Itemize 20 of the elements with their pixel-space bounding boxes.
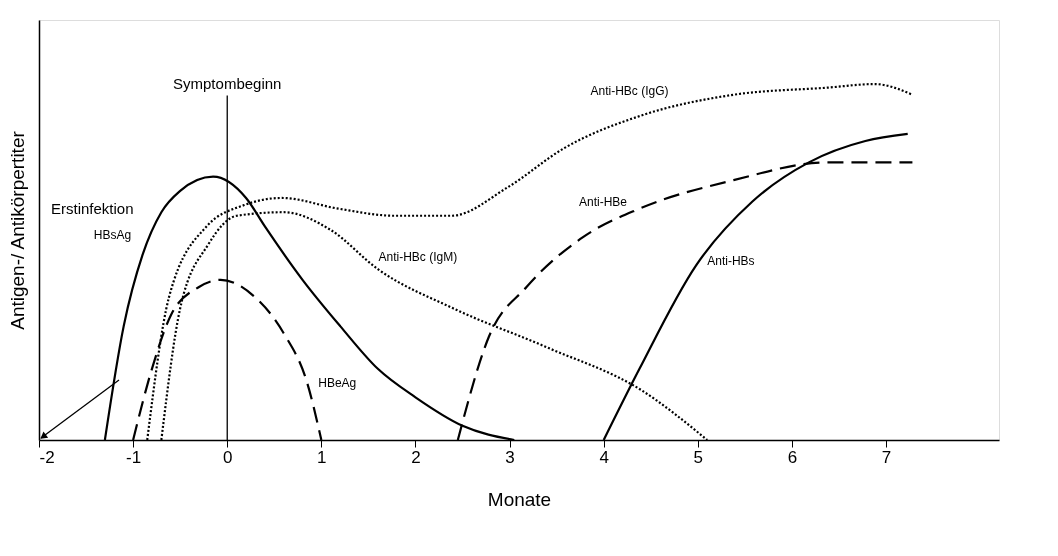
x-tick-label: 4 [599,447,609,467]
series-label: HBsAg [93,227,132,242]
x-tick-label: 7 [881,447,892,467]
series-label: Anti-HBc (IgM) [378,250,458,265]
x-tick-label: -2 [39,447,55,467]
series-label: Anti-HBc (IgG) [590,84,669,99]
x-tick-label: 0 [223,447,233,467]
series-label: Anti-HBe [578,195,628,210]
annotation: Erstinfektion [51,200,134,217]
series-label: Anti-HBs [707,253,755,268]
x-axis-title: Monate [487,488,552,510]
x-tick-label: 2 [411,447,421,467]
x-tick-label: 3 [505,447,515,467]
x-tick-label: -1 [126,447,142,467]
series-label: HBeAg [318,376,357,391]
y-axis-title: Antigen-/ Antikörpertiter [6,130,28,330]
ref-line-label: Symptombeginn [173,74,282,92]
x-tick-label: 1 [317,447,327,467]
x-tick-label: 6 [787,447,798,467]
x-tick-label: 5 [693,447,704,467]
